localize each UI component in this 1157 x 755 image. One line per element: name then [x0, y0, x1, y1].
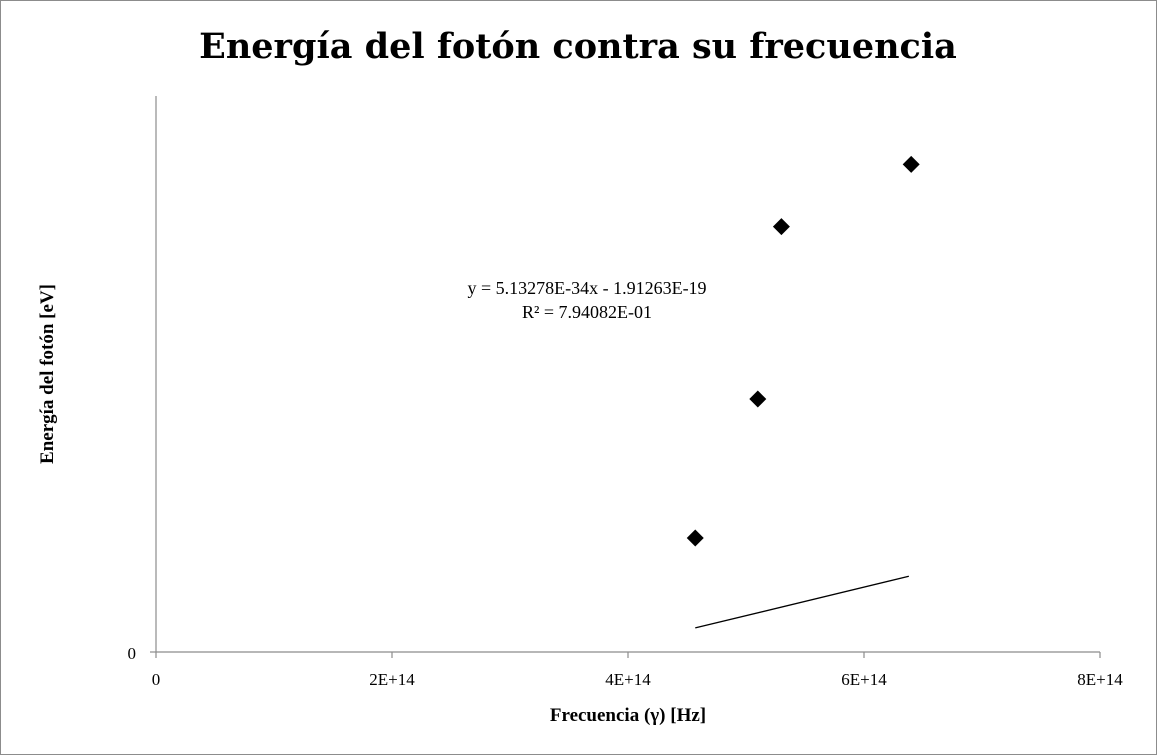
x-tick-label: 4E+14	[605, 670, 651, 689]
x-axis-title: Frecuencia (γ) [Hz]	[550, 705, 706, 726]
y-ticks: 0	[128, 644, 156, 663]
x-ticks: 0 2E+14 4E+14 6E+14 8E+14	[152, 652, 1123, 689]
trendline	[695, 575, 909, 629]
x-tick-label: 0	[152, 670, 161, 689]
data-point-diamond	[902, 155, 920, 173]
data-point-diamond	[749, 390, 767, 408]
chart-title: Energía del fotón contra su frecuencia	[199, 26, 957, 67]
x-tick-label: 2E+14	[369, 670, 415, 689]
data-point-diamond	[772, 218, 790, 236]
data-points	[686, 155, 920, 547]
x-tick-label: 6E+14	[841, 670, 887, 689]
y-axis-title: Energía del fotón [eV]	[37, 284, 58, 464]
data-point-diamond	[686, 529, 704, 547]
trendline-equation: y = 5.13278E-34x - 1.91263E-19	[467, 278, 706, 298]
trendline-r-squared: R² = 7.94082E-01	[522, 302, 652, 322]
axes	[155, 96, 1100, 653]
y-tick-label: 0	[128, 644, 137, 663]
x-tick-label: 8E+14	[1077, 670, 1123, 689]
